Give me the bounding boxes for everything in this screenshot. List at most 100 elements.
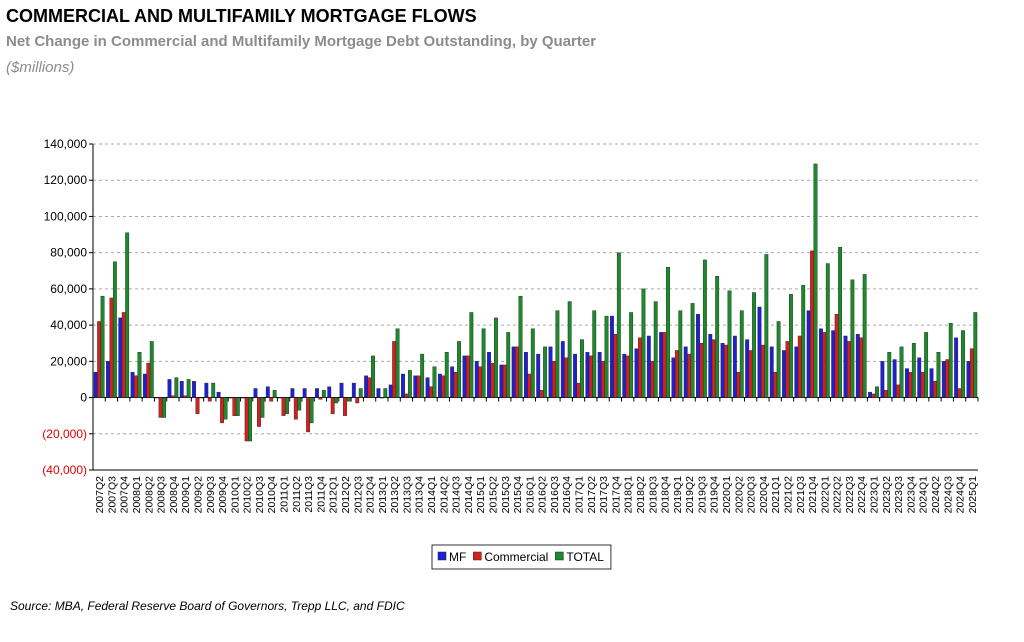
bar: [883, 390, 888, 398]
bar: [351, 382, 356, 398]
bar: [241, 397, 246, 399]
x-tick-label: 2021Q1: [770, 476, 782, 514]
x-tick-label: 2024Q4: [955, 476, 967, 514]
bar: [339, 382, 344, 398]
bar: [773, 372, 778, 398]
bar: [469, 312, 474, 398]
x-tick-label: 2010Q4: [266, 476, 278, 514]
bar: [441, 375, 446, 398]
bar: [109, 297, 114, 398]
bar: [293, 397, 298, 420]
bar: [192, 381, 196, 398]
bar: [407, 370, 412, 398]
bar: [478, 366, 483, 398]
legend-box: [431, 544, 612, 570]
bar: [146, 362, 151, 398]
legend-label: TOTAL: [566, 550, 604, 564]
bar: [868, 391, 873, 398]
bar: [444, 352, 449, 398]
x-tick-label: 2018Q3: [647, 476, 659, 514]
bar: [106, 361, 110, 398]
x-tick-label: 2014Q4: [463, 476, 475, 514]
bar: [683, 346, 688, 398]
bar: [395, 328, 400, 398]
bar: [625, 355, 630, 398]
bar: [536, 353, 541, 398]
x-tick-label: 2008Q4: [168, 476, 180, 514]
x-tick-label: 2018Q1: [623, 476, 635, 514]
legend-label: Commercial: [484, 550, 548, 564]
bar: [764, 254, 769, 398]
bar: [450, 366, 455, 398]
x-tick-label: 2009Q3: [205, 476, 217, 514]
bar: [490, 362, 495, 398]
bar: [530, 328, 535, 398]
x-tick-label: 2010Q3: [254, 476, 266, 514]
bar: [671, 357, 676, 398]
bar: [806, 310, 811, 398]
x-tick-label: 2015Q4: [512, 476, 524, 514]
bar: [355, 397, 360, 404]
legend-swatch: [473, 551, 482, 561]
bar: [752, 292, 756, 398]
bar: [343, 397, 347, 416]
bar: [961, 330, 965, 398]
x-tick-label: 2009Q2: [192, 476, 204, 514]
x-tick-label: 2021Q3: [795, 476, 807, 514]
bar: [769, 346, 774, 398]
bar: [831, 330, 836, 398]
bar: [93, 372, 98, 398]
bar: [711, 339, 716, 398]
bar: [515, 346, 519, 398]
bar: [318, 397, 323, 400]
x-tick-label: 2017Q1: [574, 476, 586, 514]
bar: [555, 310, 560, 398]
bar: [494, 317, 498, 398]
x-tick-label: 2021Q4: [807, 476, 819, 514]
bar: [969, 348, 974, 398]
x-tick-label: 2022Q3: [844, 476, 856, 514]
bar: [367, 377, 372, 398]
bar: [948, 323, 953, 398]
bar: [957, 388, 962, 398]
x-tick-label: 2013Q2: [389, 476, 401, 514]
bar: [941, 361, 946, 398]
bar: [736, 372, 741, 398]
bar: [121, 312, 126, 398]
legend-swatch: [555, 551, 564, 561]
legend-label: MF: [449, 550, 466, 564]
bar: [936, 352, 941, 398]
bar: [518, 295, 523, 398]
bar: [527, 373, 532, 398]
x-tick-label: 2017Q4: [610, 476, 622, 514]
bar: [825, 263, 830, 398]
bar: [211, 382, 216, 398]
x-tick-label: 2024Q3: [942, 476, 954, 514]
bar: [929, 368, 934, 398]
bar: [560, 341, 565, 398]
bar: [650, 361, 655, 398]
bar: [404, 393, 409, 398]
x-tick-label: 2014Q3: [451, 476, 463, 514]
bar: [330, 397, 335, 415]
bar: [167, 379, 172, 398]
bar: [613, 333, 618, 398]
bar: [432, 366, 437, 398]
x-tick-label: 2016Q4: [561, 476, 573, 514]
bar: [838, 247, 843, 398]
y-tick-label: 20,000: [50, 354, 87, 368]
bar: [376, 388, 381, 398]
bar: [186, 379, 191, 398]
bar: [699, 343, 704, 398]
x-tick-label: 2010Q2: [242, 476, 254, 514]
source-note: Source: MBA, Federal Reserve Board of Go…: [10, 599, 405, 613]
y-tick-label: 80,000: [50, 246, 87, 260]
bar: [945, 359, 950, 398]
bar: [715, 276, 720, 398]
bar: [204, 382, 209, 398]
bar: [302, 388, 307, 398]
bar: [696, 314, 700, 398]
bar: [794, 346, 799, 398]
bar: [908, 372, 913, 398]
x-tick-label: 2020Q1: [721, 476, 733, 514]
